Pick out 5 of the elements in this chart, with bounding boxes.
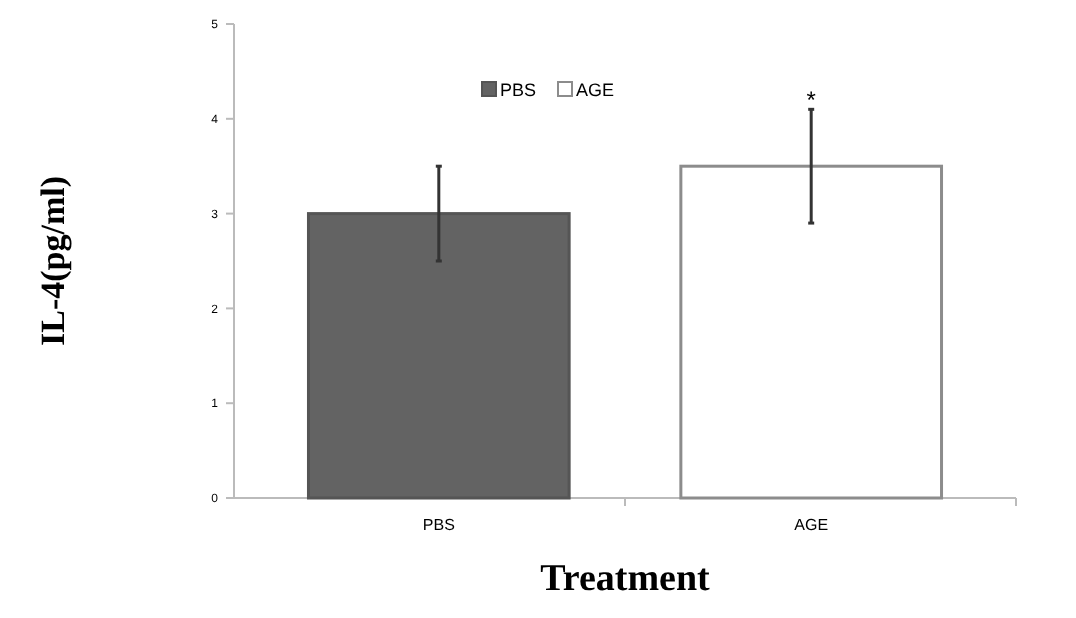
legend-label: PBS <box>500 80 537 100</box>
x-axis-title: Treatment <box>540 558 712 600</box>
annotation: * <box>806 86 817 115</box>
y-axis-title: IL-4(pg/ml) <box>34 176 72 346</box>
legend-label: AGE <box>576 80 615 100</box>
